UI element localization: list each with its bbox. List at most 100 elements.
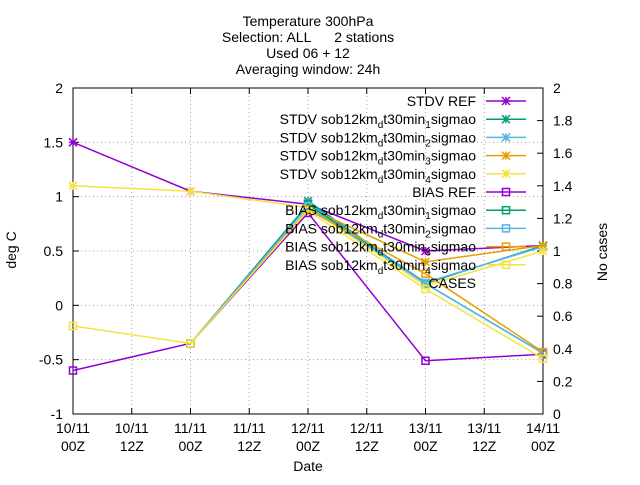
legend-label-subscript: 3 bbox=[425, 157, 431, 168]
legend-label-subscript: d bbox=[378, 175, 384, 186]
legend-label: STDV sob12kmdt30min4sigmao bbox=[280, 166, 477, 186]
x-tick-label-hour: 12Z bbox=[355, 438, 380, 454]
legend-label-text: t30min bbox=[383, 129, 425, 145]
x-tick-label-hour: 12Z bbox=[472, 438, 497, 454]
y2-tick-label: 0.6 bbox=[553, 308, 573, 324]
y-tick-label: -1 bbox=[51, 406, 64, 422]
data-point-square bbox=[68, 366, 78, 375]
data-point-square bbox=[421, 284, 430, 294]
legend-label-text: t30min bbox=[383, 202, 425, 218]
data-point-square bbox=[501, 224, 511, 233]
legend-label-text: STDV sob12km bbox=[280, 111, 378, 127]
title-line-4: Averaging window: 24h bbox=[236, 61, 381, 77]
data-point-square bbox=[501, 260, 511, 270]
legend-label-text: t30min bbox=[383, 257, 425, 273]
data-series bbox=[68, 137, 548, 375]
data-point-square bbox=[421, 269, 430, 279]
legend-label-text: sigmao bbox=[431, 129, 476, 145]
legend-entry: CASES bbox=[429, 275, 476, 291]
x-tick-label-date: 13/11 bbox=[409, 420, 443, 436]
data-point-square bbox=[68, 321, 78, 331]
legend-label: BIAS sob12kmdt30min3sigmao bbox=[285, 239, 476, 259]
legend-label-text: t30min bbox=[383, 220, 425, 236]
y-axis-label: deg C bbox=[3, 231, 19, 268]
y-tick-label: 1 bbox=[55, 189, 63, 205]
data-point-square bbox=[186, 339, 195, 348]
y2-tick-label: 2 bbox=[553, 80, 561, 96]
legend-label-text: STDV REF bbox=[407, 93, 476, 109]
legend-label: BIAS REF bbox=[412, 184, 476, 200]
y2-tick-label: 0.4 bbox=[553, 341, 573, 357]
legend-label-text: BIAS sob12km bbox=[285, 220, 378, 236]
data-point-square bbox=[538, 354, 548, 363]
legend-label: STDV REF bbox=[407, 93, 476, 109]
data-point-star bbox=[501, 169, 511, 179]
data-point-star bbox=[68, 137, 78, 147]
title-line-3: Used 06 + 12 bbox=[266, 45, 350, 61]
x-tick-label-hour: 00Z bbox=[61, 438, 86, 454]
legend-label-subscript: d bbox=[378, 157, 384, 168]
chart-title: Temperature 300hPa Selection: ALL 2 stat… bbox=[222, 13, 394, 77]
star-stroke bbox=[501, 132, 511, 142]
legend-entry: BIAS sob12kmdt30min3sigmao bbox=[285, 239, 526, 259]
x-tick-label-hour: 12Z bbox=[237, 438, 262, 454]
legend-entry: BIAS REF bbox=[412, 184, 526, 200]
legend-label-subscript: 1 bbox=[425, 211, 431, 222]
y-tick-label: 2 bbox=[55, 80, 63, 96]
y2-tick-label: 1.4 bbox=[553, 178, 573, 194]
x-tick-label-date: 11/11 bbox=[174, 420, 207, 436]
data-point-star bbox=[501, 114, 511, 124]
legend-entry: STDV sob12kmdt30min3sigmao bbox=[280, 148, 526, 168]
legend-label-subscript: d bbox=[378, 120, 384, 131]
y2-tick-label: 1.8 bbox=[553, 113, 573, 129]
star-stroke bbox=[501, 114, 511, 124]
legend-label-text: sigmao bbox=[431, 257, 476, 273]
legend-label-subscript: 2 bbox=[425, 229, 431, 240]
x-axis-label: Date bbox=[293, 458, 323, 474]
data-point-square bbox=[501, 242, 511, 251]
y2-axis-label: No cases bbox=[594, 223, 610, 281]
data-point-star bbox=[185, 186, 196, 196]
legend-label-text: sigmao bbox=[431, 220, 476, 236]
legend-label: STDV sob12kmdt30min1sigmao bbox=[280, 111, 477, 131]
x-tick-label-hour: 00Z bbox=[531, 438, 556, 454]
star-stroke bbox=[420, 246, 431, 256]
star-stroke bbox=[501, 151, 511, 161]
legend-label-text: BIAS REF bbox=[412, 184, 476, 200]
legend-label-text: t30min bbox=[383, 111, 425, 127]
y-tick-label: 1.5 bbox=[44, 134, 64, 150]
legend-entry: STDV sob12kmdt30min2sigmao bbox=[280, 129, 526, 149]
x-tick-label-date: 10/11 bbox=[115, 420, 149, 436]
series-bias-sob12km-dt30min-4sigmao bbox=[68, 206, 548, 363]
legend-label: BIAS sob12kmdt30min2sigmao bbox=[285, 220, 476, 240]
data-point-star bbox=[420, 257, 431, 267]
data-point-square bbox=[303, 206, 313, 216]
axes: 10/11 00Z 10/11 12Z 11/11 00Z 11/11 12Z 12/11 00Z… bbox=[39, 80, 573, 454]
star-stroke bbox=[185, 186, 196, 196]
legend-label-text: BIAS sob12km bbox=[285, 239, 378, 255]
y2-tick-label: 0.2 bbox=[553, 373, 573, 389]
x-tick-label-hour: 00Z bbox=[296, 438, 321, 454]
legend-entry: STDV REF bbox=[407, 93, 526, 109]
legend-label-subscript: d bbox=[378, 229, 384, 240]
legend-label-text: BIAS sob12km bbox=[285, 202, 378, 218]
data-point-star bbox=[420, 246, 431, 256]
data-point-star bbox=[501, 132, 511, 142]
legend-label-subscript: d bbox=[378, 211, 384, 222]
y-tick-label: -0.5 bbox=[39, 352, 63, 368]
legend-label-subscript: 4 bbox=[425, 266, 431, 277]
y-tick-label: 0.5 bbox=[44, 243, 64, 259]
legend-label: STDV sob12kmdt30min2sigmao bbox=[280, 129, 477, 149]
x-tick-label-date: 12/11 bbox=[291, 420, 325, 436]
x-tick-label-hour: 00Z bbox=[178, 438, 203, 454]
x-tick-label-date: 12/11 bbox=[350, 420, 384, 436]
legend-label-text: BIAS sob12km bbox=[285, 257, 378, 273]
legend-label-subscript: 1 bbox=[425, 120, 431, 131]
data-point-square bbox=[501, 187, 511, 197]
legend-label-text: sigmao bbox=[431, 166, 476, 182]
legend-label-subscript: d bbox=[378, 266, 384, 277]
star-stroke bbox=[420, 257, 431, 267]
y2-tick-label: 0.8 bbox=[553, 276, 573, 292]
